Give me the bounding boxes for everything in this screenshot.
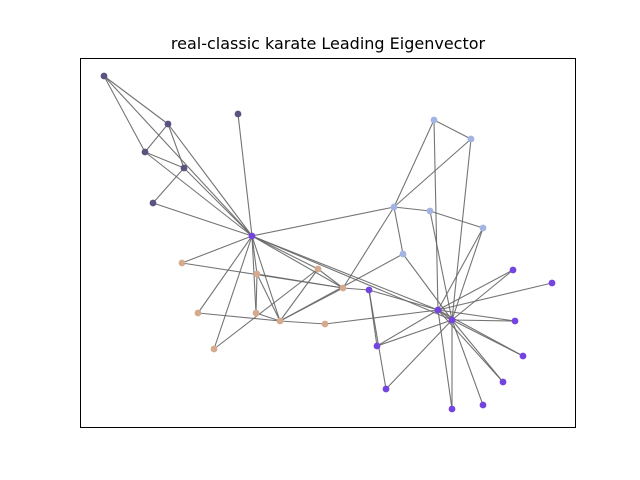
edge-4-5	[152, 167, 185, 204]
node-7	[430, 116, 438, 124]
edge-24-25	[451, 269, 514, 321]
node-3	[141, 148, 149, 156]
edge-23-26	[437, 282, 553, 311]
edge-0-6	[103, 75, 253, 237]
edge-1-4	[167, 123, 185, 169]
edge-14-19	[256, 273, 281, 322]
node-22	[365, 286, 373, 294]
node-32	[479, 401, 487, 409]
chart-title: real-classic karate Leading Eigenvector	[171, 34, 486, 53]
node-11	[479, 224, 487, 232]
edge-24-28	[376, 319, 453, 347]
edge-22-31	[368, 289, 387, 390]
edge-23-33	[437, 309, 453, 410]
node-26	[548, 279, 556, 287]
edge-22-23	[368, 289, 439, 311]
node-14	[253, 270, 261, 278]
edge-6-24	[251, 235, 453, 321]
edge-15-19	[279, 268, 319, 322]
edge-23-30	[437, 309, 504, 383]
node-4	[180, 164, 188, 172]
edge-7-8	[433, 119, 472, 140]
node-6	[248, 232, 256, 240]
node-27	[511, 317, 519, 325]
node-25	[509, 266, 517, 274]
node-0	[100, 72, 108, 80]
edge-20-23	[324, 309, 439, 325]
edge-4-6	[183, 167, 253, 237]
edge-6-9	[251, 206, 395, 237]
node-13	[178, 259, 186, 267]
node-30	[499, 378, 507, 386]
edge-0-3	[103, 75, 146, 153]
edges-layer	[103, 75, 553, 410]
node-33	[448, 405, 456, 413]
edge-24-29	[451, 319, 524, 357]
edge-6-21	[213, 235, 253, 350]
node-1	[164, 120, 172, 128]
node-17	[194, 309, 202, 317]
node-20	[321, 320, 329, 328]
edge-23-27	[437, 309, 516, 322]
node-29	[519, 352, 527, 360]
node-2	[234, 110, 242, 118]
edge-11-24	[451, 227, 484, 321]
node-15	[314, 265, 322, 273]
edge-24-32	[451, 319, 484, 406]
edge-8-24	[451, 138, 472, 321]
edge-6-16	[251, 235, 344, 289]
edge-23-28	[376, 309, 439, 347]
edge-7-23	[433, 119, 439, 311]
node-16	[339, 284, 347, 292]
edge-19-20	[279, 320, 326, 325]
edge-9-16	[342, 206, 395, 289]
node-24	[448, 316, 456, 324]
edge-24-30	[451, 319, 504, 383]
edge-1-3	[144, 123, 169, 153]
edge-21-15	[213, 268, 319, 350]
edge-6-15	[251, 235, 319, 270]
node-23	[434, 306, 442, 314]
edge-10-11	[429, 210, 484, 229]
node-31	[382, 385, 390, 393]
edge-9-12	[393, 206, 404, 255]
edge-6-23	[251, 235, 439, 311]
edge-1-6	[167, 123, 253, 237]
node-28	[373, 342, 381, 350]
edge-6-19	[251, 235, 281, 322]
edge-2-6	[237, 113, 253, 237]
edge-16-22	[342, 287, 370, 291]
edge-7-9	[393, 119, 435, 208]
edge-14-18	[255, 273, 258, 314]
edge-17-19	[197, 312, 281, 322]
node-19	[276, 317, 284, 325]
edge-10-24	[429, 210, 453, 321]
node-12	[399, 250, 407, 258]
node-5	[149, 199, 157, 207]
node-21	[210, 345, 218, 353]
node-10	[426, 207, 434, 215]
edge-3-6	[144, 151, 253, 237]
edge-11-23	[437, 227, 484, 311]
node-18	[252, 309, 260, 317]
edge-8-9	[393, 138, 472, 208]
edge-3-4	[144, 151, 185, 169]
edge-6-17	[197, 235, 253, 314]
node-8	[467, 135, 475, 143]
edge-18-19	[255, 312, 281, 322]
edge-24-31	[385, 319, 453, 390]
edge-15-16	[317, 268, 344, 289]
plot-frame	[80, 58, 576, 428]
edge-14-16	[256, 273, 344, 289]
edge-23-25	[437, 269, 514, 311]
node-9	[390, 203, 398, 211]
edge-6-13	[181, 235, 253, 264]
edge-0-1	[103, 75, 169, 125]
edge-5-6	[152, 202, 253, 237]
nodes-layer	[100, 72, 556, 413]
edge-24-27	[451, 319, 516, 322]
edge-9-10	[393, 206, 431, 212]
